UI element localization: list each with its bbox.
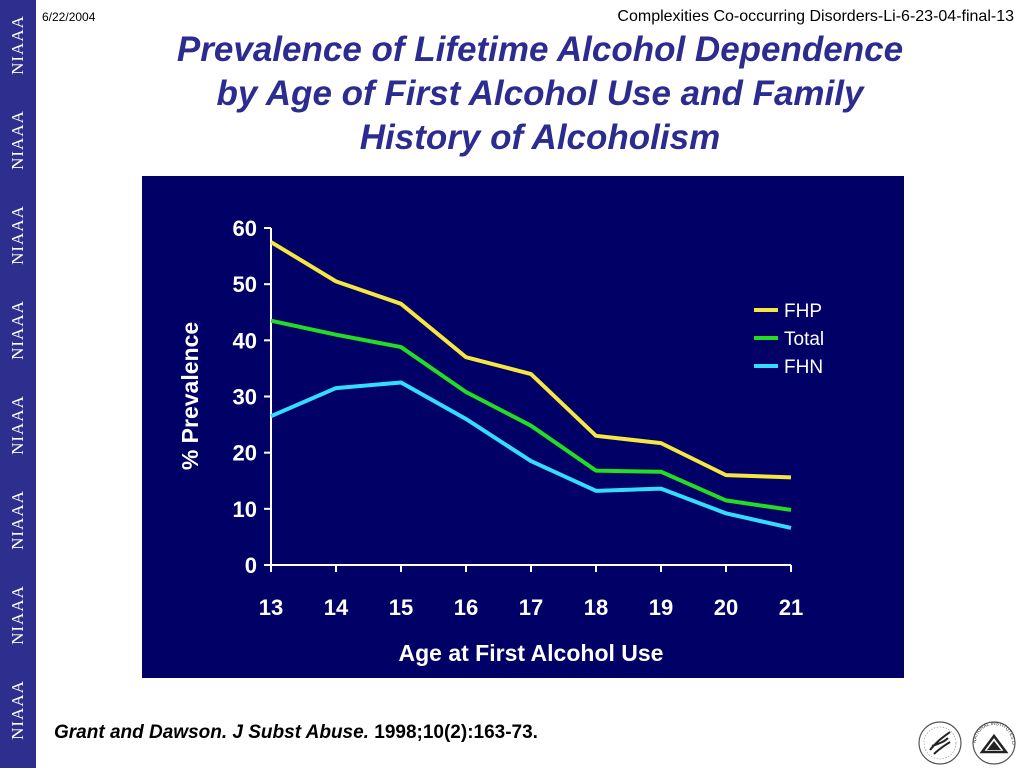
title-line-1: Prevalence of Lifetime Alcohol Dependenc… (176, 30, 904, 69)
y-tick-label: 20 (233, 441, 257, 466)
x-tick-label: 15 (389, 595, 413, 620)
y-tick-label: 50 (233, 272, 257, 297)
x-tick-label: 14 (324, 595, 349, 620)
chart-panel: 0 10 20 30 40 50 60 13 14 15 16 17 18 19 20 21 Age at Fi… (142, 176, 904, 678)
niaaa-brand-text: NIAAA (8, 490, 27, 550)
legend-label-fhp: FHP (784, 301, 822, 322)
citation-authors: Grant and Dawson. J Subst Abuse. (54, 722, 369, 743)
line-chart: 0 10 20 30 40 50 60 13 14 15 16 17 18 19 20 21 Age at Fi… (177, 216, 824, 666)
niaaa-brand-text: NIAAA (8, 585, 27, 645)
x-tick-label: 20 (714, 595, 738, 620)
nih-seal-icon: NATIONAL INSTITUTES OF HEALTH (912, 712, 1016, 765)
x-tick-label: 17 (519, 595, 543, 620)
niaaa-sidebar: NIAAA NIAAA NIAAA NIAAA NIAAA NIAAA NIAAA NIAAA (0, 0, 36, 768)
niaaa-brand-text: NIAAA (8, 680, 27, 740)
niaaa-brand-text: NIAAA (8, 205, 27, 265)
x-tick-label: 19 (649, 595, 673, 620)
y-tick-label: 0 (245, 553, 257, 578)
x-axis-label: Age at First Alcohol Use (399, 640, 664, 666)
title-line-2: by Age of First Alcohol Use and Family (216, 74, 864, 113)
niaaa-brand-text: NIAAA (8, 395, 27, 455)
y-tick-label: 60 (233, 216, 257, 241)
x-tick-label: 16 (454, 595, 478, 620)
niaaa-brand-text: NIAAA (8, 110, 27, 170)
x-tick-label: 21 (779, 595, 803, 620)
legend-label-fhn: FHN (784, 357, 823, 378)
y-tick-label: 40 (233, 328, 257, 353)
niaaa-brand-text: NIAAA (8, 15, 27, 75)
svg-text:NATIONAL INSTITUTES OF HEALTH: NATIONAL INSTITUTES OF HEALTH (914, 716, 1016, 745)
hhs-eagle-icon (918, 721, 962, 765)
y-tick-label: 10 (233, 497, 257, 522)
citation: Grant and Dawson. J Subst Abuse. 1998;10… (54, 722, 538, 744)
document-reference: Complexities Co-occurring Disorders-Li-6… (617, 8, 1014, 25)
series-line-fhn (270, 380, 792, 530)
legend-label-total: Total (784, 329, 824, 350)
logos: NATIONAL INSTITUTES OF HEALTH (912, 712, 1024, 768)
slide-title: Prevalence of Lifetime Alcohol Dependenc… (100, 28, 980, 160)
niaaa-brand-text: NIAAA (8, 300, 27, 360)
x-tick-label: 18 (584, 595, 608, 620)
series-line-total (270, 318, 792, 512)
y-axis-label: % Prevalence (177, 322, 203, 470)
y-tick-label: 30 (233, 385, 257, 410)
title-line-3: History of Alcoholism (359, 118, 721, 157)
slide-date: 6/22/2004 (42, 10, 96, 24)
series-line-fhp (269, 240, 792, 480)
x-tick-label: 13 (259, 595, 283, 620)
citation-reference: 1998;10(2):163-73. (368, 722, 538, 743)
nih-seal-text: NATIONAL INSTITUTES OF HEALTH (912, 712, 1016, 745)
